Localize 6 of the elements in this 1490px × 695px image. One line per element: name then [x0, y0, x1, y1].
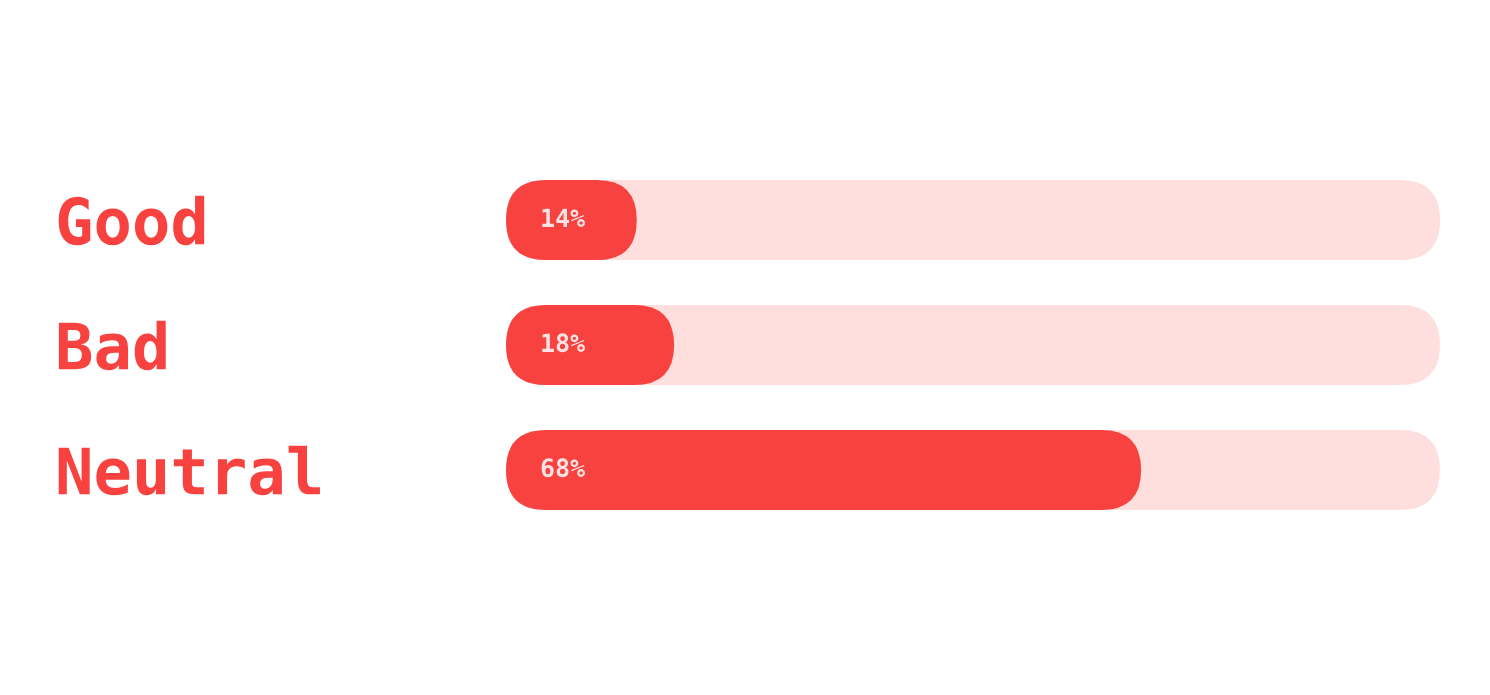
y-tick-label: Good — [58, 195, 205, 246]
y-tick-label: Bad — [58, 320, 166, 371]
data-label: 18% — [542, 333, 585, 353]
y-tick-label: Neutral — [58, 445, 320, 496]
data-label: 68% — [541, 458, 585, 478]
data-label: 14% — [542, 208, 585, 227]
